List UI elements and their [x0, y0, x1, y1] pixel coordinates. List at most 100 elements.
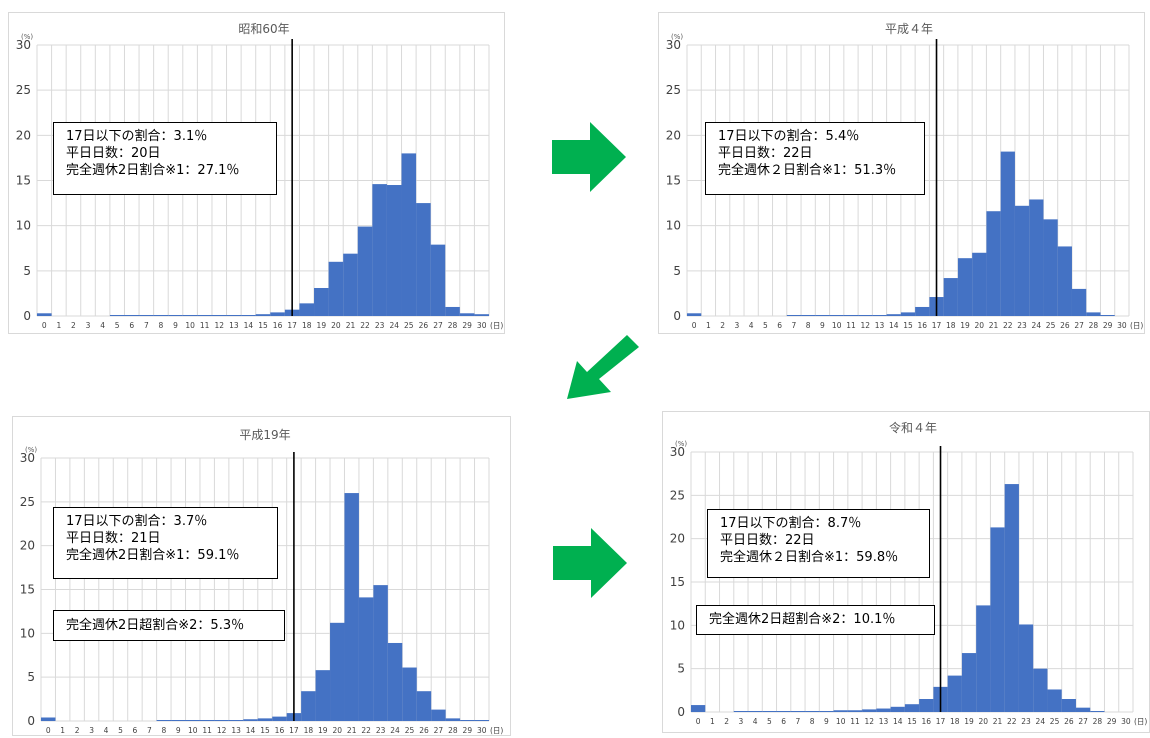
bar-day-0: [691, 705, 706, 712]
y-tick-label: 5: [23, 264, 31, 278]
x-tick-label: 9: [824, 717, 829, 726]
x-tick-label: 27: [434, 726, 444, 735]
bar-day-9: [819, 711, 834, 712]
y-tick-label: 30: [20, 451, 35, 465]
bar-day-27: [431, 709, 446, 721]
bar-day-24: [387, 642, 403, 721]
bar-day-26: [416, 203, 431, 316]
bar-day-9: [815, 315, 830, 316]
bar-day-8: [153, 315, 169, 316]
x-tick-label: 27: [1074, 321, 1084, 330]
x-tick-label: 14: [889, 321, 899, 330]
x-tick-label: 16: [921, 717, 931, 726]
bar-day-8: [801, 315, 816, 316]
stats-line-over-5day-week: 完全週休2日超割合※2：10.1％: [709, 612, 896, 627]
x-tick-label: 16: [275, 726, 285, 735]
x-tick-label: 7: [796, 717, 801, 726]
bar-day-12: [858, 315, 873, 316]
chart-panel-h4: 平成４年 (%) 0 5 10 15 20 25 30 0 1 2 3 4 5 6 7 8 9 10 11 12 13 14 1…: [658, 12, 1145, 334]
bar-day-10: [833, 710, 848, 712]
bar-day-6: [776, 711, 791, 712]
bar-day-29: [459, 313, 475, 316]
x-tick-label: 14: [893, 717, 903, 726]
stats-line-under17: 17日以下の割合：8.7％: [720, 516, 862, 531]
stats-line-5day-week: 完全週休２日割合※1：59.8％: [720, 550, 899, 565]
bar-day-10: [829, 315, 844, 316]
x-tick-label: 19: [317, 321, 327, 330]
x-tick-label: 13: [879, 717, 889, 726]
x-tick-label: 5: [767, 717, 772, 726]
x-tick-label: 15: [907, 717, 917, 726]
x-unit-label: (日): [1134, 717, 1147, 726]
x-tick-label: 12: [217, 726, 227, 735]
bar-day-23: [373, 585, 388, 721]
y-tick-label: 5: [677, 662, 685, 676]
x-tick-label: 19: [318, 726, 328, 735]
x-tick-label: 30: [1117, 321, 1127, 330]
bar-day-25: [401, 153, 417, 316]
bar-day-7: [139, 315, 154, 316]
bar-day-3: [733, 711, 749, 712]
y-unit-label: (%): [675, 440, 687, 448]
x-tick-label: 13: [229, 321, 239, 330]
bar-day-27: [430, 244, 446, 316]
x-tick-label: 20: [332, 726, 342, 735]
y-tick-label: 30: [16, 38, 31, 52]
stats-box-r4: 17日以下の割合：8.7％ 平日日数：22日 完全週休２日割合※1：59.8％: [707, 509, 930, 578]
x-tick-label: 16: [273, 321, 283, 330]
x-tick-label: 25: [405, 726, 415, 735]
x-tick-label: 8: [810, 717, 815, 726]
x-tick-label: 9: [176, 726, 181, 735]
x-tick-label: 7: [792, 321, 797, 330]
x-tick-label: 1: [56, 321, 61, 330]
x-tick-label: 21: [347, 726, 357, 735]
chart-title: 令和４年: [889, 420, 937, 435]
bar-day-26: [416, 691, 432, 721]
x-tick-label: 24: [1036, 717, 1046, 726]
x-tick-label: 15: [258, 321, 268, 330]
bar-day-15: [900, 312, 916, 316]
x-tick-label: 4: [749, 321, 754, 330]
bar-day-18: [299, 303, 315, 316]
y-tick-label: 15: [20, 583, 35, 597]
x-tick-label: 17: [936, 717, 946, 726]
x-tick-label: 3: [86, 321, 91, 330]
chart-title: 平成４年: [885, 22, 933, 36]
bar-day-28: [445, 306, 460, 316]
x-tick-label: 18: [302, 321, 312, 330]
bar-day-7: [790, 711, 806, 712]
stats-line-weekdays: 平日日数：20日: [66, 146, 161, 161]
x-tick-label: 7: [144, 321, 149, 330]
y-unit-label: (%): [25, 446, 37, 454]
bar-day-21: [344, 493, 359, 721]
x-tick-label: 6: [133, 726, 138, 735]
x-tick-label: 10: [832, 321, 842, 330]
x-tick-label: 25: [404, 321, 414, 330]
x-tick-label: 26: [419, 321, 429, 330]
stats-line-5day-week: 完全週休２日割合※1：51.3％: [718, 163, 897, 178]
chart-panel-h19: 平成19年 (%) 0 5 10 15 20 25 30 0 1 2 3 4 5 6 7 8 9 10 11 12 13 14…: [12, 416, 511, 736]
bar-day-11: [197, 315, 212, 316]
y-tick-label: 30: [670, 445, 685, 459]
bar-day-13: [226, 315, 242, 316]
bar-day-16: [272, 716, 287, 721]
bar-day-12: [862, 709, 877, 712]
bar-day-15: [257, 718, 273, 721]
chart-title: 昭和60年: [238, 22, 289, 36]
stats-line-5day-week: 完全週休2日割合※1：59.1％: [66, 548, 240, 563]
x-tick-label: 13: [875, 321, 885, 330]
y-tick-label: 20: [670, 532, 685, 546]
bar-day-21: [986, 211, 1001, 316]
bar-day-26: [1061, 699, 1076, 712]
bar-day-0: [687, 313, 702, 316]
bar-day-27: [1071, 288, 1087, 316]
y-tick-label: 15: [670, 575, 685, 589]
stats-line-under17: 17日以下の割合：3.1％: [66, 129, 208, 144]
y-tick-label: 15: [666, 174, 681, 188]
x-tick-label: 8: [159, 321, 164, 330]
x-tick-label: 30: [477, 321, 487, 330]
stats-box-h4: 17日以下の割合：5.4％ 平日日数：22日 完全週休２日割合※1：51.3％: [705, 122, 925, 195]
x-tick-label: 3: [735, 321, 740, 330]
